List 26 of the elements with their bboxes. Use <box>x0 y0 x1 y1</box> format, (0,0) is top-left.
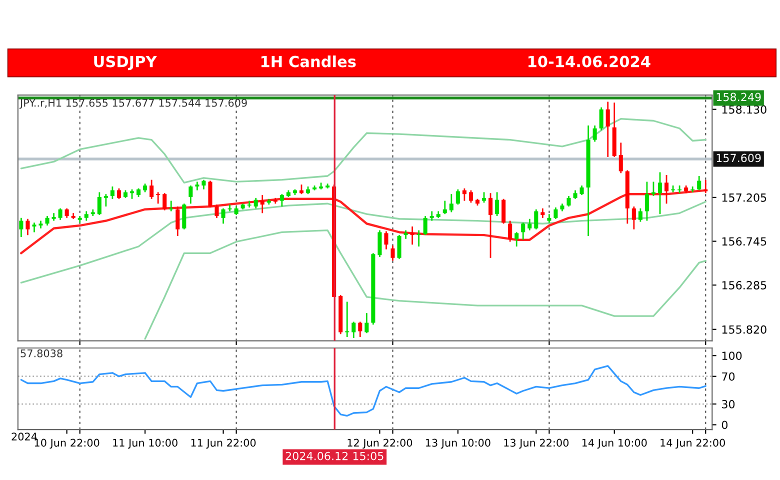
y-tick-label: 100 <box>722 352 742 360</box>
x-tick-label: 11 Jun 10:00 <box>113 438 178 449</box>
ref-line-label: 158.249 <box>716 92 761 102</box>
chart-subtitle: 1H Candles <box>261 55 356 68</box>
text: 10-14.06.2024 <box>528 56 650 68</box>
y-tick-label: 157.205 <box>722 193 766 202</box>
y-tick-label: 156.285 <box>722 281 766 290</box>
x-tick-label: 10 Jun 22:00 <box>34 438 100 449</box>
y-tick-label: 155.820 <box>722 325 766 334</box>
annotation: JPY..r,H1 157.655 157.677 157.544 157.609 <box>19 98 247 109</box>
ref-line-label: 2024.06.12 15:05 <box>286 452 384 460</box>
y-tick-label: 30 <box>722 400 735 408</box>
x-tick-label: 11 Jun 22:00 <box>191 438 256 449</box>
x-tick-label: 14 Jun 22:00 <box>660 438 725 449</box>
x-tick-label: 13 Jun 22:00 <box>504 438 569 449</box>
ref-line-label: 157.609 <box>716 154 761 162</box>
x-tick-label: 12 Jun 22:00 <box>348 438 412 449</box>
y-tick-label: 70 <box>722 372 735 381</box>
text: 2024 <box>12 432 37 441</box>
chart-title: USDJPY <box>94 56 157 70</box>
x-tick-label: 13 Jun 10:00 <box>426 438 490 449</box>
annotation: 57.8038 <box>20 349 62 358</box>
y-tick-label: 0 <box>722 420 728 430</box>
y-tick-label: 156.745 <box>722 237 766 246</box>
y-tick-label: 158.130 <box>722 105 766 114</box>
x-tick-label: 14 Jun 10:00 <box>582 438 647 449</box>
